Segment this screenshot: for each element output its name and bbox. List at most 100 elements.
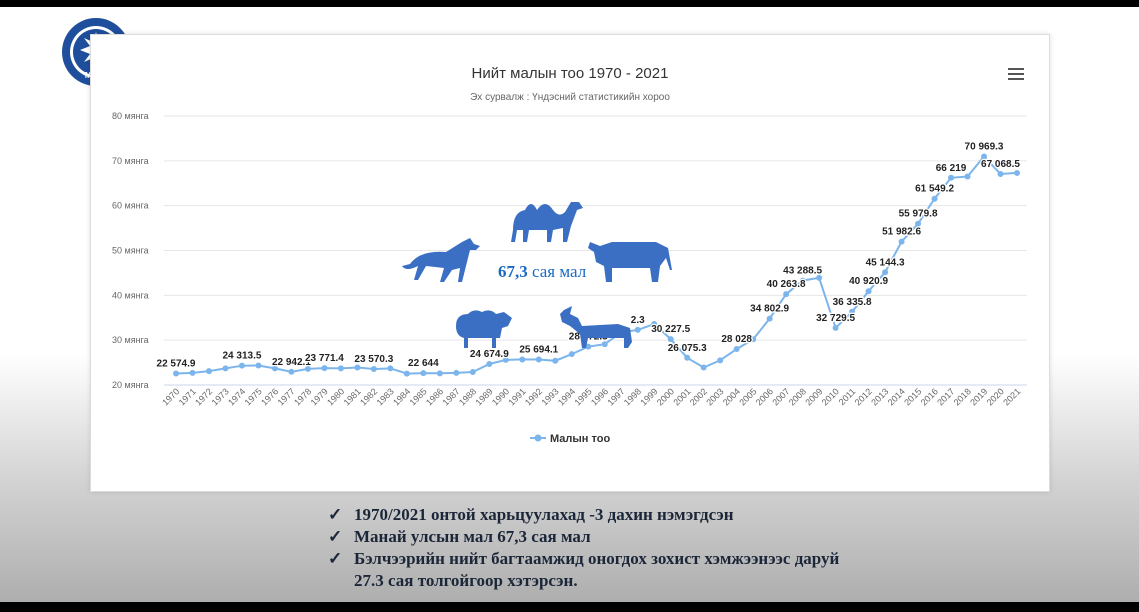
x-tick-label: 1988: [457, 386, 478, 407]
series-points: [173, 153, 1020, 377]
data-label: 2.3: [631, 315, 645, 326]
data-label: 67 068.5: [981, 159, 1020, 170]
x-tick-label: 1997: [605, 386, 626, 407]
x-tick-label: 2001: [671, 386, 692, 407]
data-label: 43 288.5: [783, 266, 822, 277]
data-point: [931, 195, 938, 202]
x-tick-label: 1971: [177, 386, 198, 407]
data-point: [783, 291, 790, 298]
x-tick-label: 1978: [292, 386, 313, 407]
top-letterbox-bar: [0, 0, 1139, 7]
data-point: [288, 368, 295, 375]
data-point: [799, 277, 806, 284]
data-point: [552, 357, 559, 364]
y-tick-label: 40 мянга: [112, 290, 149, 300]
data-point: [651, 321, 658, 328]
data-point: [948, 174, 955, 181]
x-tick-label: 2021: [1001, 386, 1022, 407]
data-point: [766, 315, 773, 322]
livestock-annotation: 67,3 сая мал: [498, 262, 587, 281]
y-tick-label: 30 мянга: [112, 335, 149, 345]
x-tick-label: 1980: [325, 386, 346, 407]
legend-dot-icon: [534, 434, 542, 442]
data-point: [271, 365, 278, 372]
x-tick-label: 2012: [853, 386, 874, 407]
x-tick-label: 1990: [490, 386, 511, 407]
x-tick-label: 2018: [952, 386, 973, 407]
x-tick-label: 1986: [424, 386, 445, 407]
data-point: [882, 269, 889, 276]
x-tick-label: 2020: [985, 386, 1006, 407]
x-tick-label: 1982: [358, 386, 379, 407]
data-point: [535, 356, 542, 363]
data-point: [733, 346, 740, 353]
goat-icon: [560, 306, 632, 348]
chart-menu-icon[interactable]: [1008, 68, 1024, 81]
data-label: 22 574.9: [157, 358, 196, 369]
data-point: [700, 364, 707, 371]
x-tick-label: 2007: [770, 386, 791, 407]
data-point: [519, 356, 526, 363]
series-line-livestock: [175, 154, 1018, 375]
annotation-value: 67,3: [498, 262, 528, 281]
data-label: 23 771.4: [305, 353, 344, 364]
x-tick-label: 1976: [259, 386, 280, 407]
x-tick-label: 2011: [837, 386, 858, 407]
x-tick-label: 2019: [968, 386, 989, 407]
bullet-text: Манай улсын мал 67,3 сая мал: [354, 527, 591, 546]
data-point: [667, 336, 674, 343]
x-tick-label: 1996: [589, 386, 610, 407]
data-point: [502, 356, 509, 363]
x-tick-label: 2008: [787, 386, 808, 407]
data-point: [915, 220, 922, 227]
legend[interactable]: Малын тоо: [530, 433, 610, 445]
data-point: [981, 153, 988, 160]
x-tick-label: 2013: [869, 386, 890, 407]
data-label: 22 942.1: [272, 357, 311, 368]
data-point: [585, 343, 592, 350]
data-label: 70 969.3: [965, 141, 1004, 152]
bullet-text-continued: 27.3 сая толгойгоор хэтэрсэн.: [354, 571, 578, 590]
data-point: [255, 362, 262, 369]
data-label: 55 979.8: [899, 209, 938, 220]
x-tick-label: 2010: [820, 386, 841, 407]
data-point: [321, 365, 328, 372]
data-point: [453, 369, 460, 376]
x-tick-label: 2000: [655, 386, 676, 407]
data-label: 51 982.6: [882, 227, 921, 238]
data-point: [816, 274, 823, 281]
x-tick-label: 1989: [473, 386, 494, 407]
x-tick-label: 1973: [210, 386, 231, 407]
x-tick-label: 1987: [441, 386, 462, 407]
x-tick-label: 1970: [160, 386, 181, 407]
data-point: [173, 370, 179, 377]
data-label: 28 028: [721, 334, 752, 345]
sheep-icon: [456, 310, 512, 348]
x-tick-label: 1974: [226, 386, 247, 407]
data-label: 40 263.8: [767, 279, 806, 290]
data-label: 36 335.8: [833, 297, 872, 308]
data-point: [964, 173, 971, 180]
check-icon: ✓: [328, 527, 343, 546]
data-point: [634, 326, 641, 333]
x-axis-tick-labels: 1970197119721973197419751976197719781979…: [160, 386, 1022, 407]
chart-subtitle: Эх сурвалж : Үндэсний статистикийн хороо: [470, 92, 670, 103]
data-point: [222, 365, 229, 372]
x-tick-label: 2016: [919, 386, 940, 407]
bullet-item: ✓ Бэлчээрийн нийт багтаамжид оногдох зох…: [328, 548, 928, 570]
x-tick-label: 1998: [622, 386, 643, 407]
data-point: [420, 370, 427, 377]
x-tick-label: 1995: [572, 386, 593, 407]
data-label: 34 802.9: [750, 304, 789, 315]
data-point: [997, 170, 1004, 177]
data-label: 22 644: [408, 358, 439, 369]
check-icon: ✓: [328, 549, 343, 568]
x-tick-label: 1991: [506, 386, 527, 407]
data-point: [387, 365, 394, 372]
x-tick-label: 2003: [704, 386, 725, 407]
data-point: [370, 365, 377, 372]
data-point: [717, 357, 724, 364]
data-point: [601, 341, 608, 348]
annotation-unit: сая мал: [528, 262, 587, 281]
